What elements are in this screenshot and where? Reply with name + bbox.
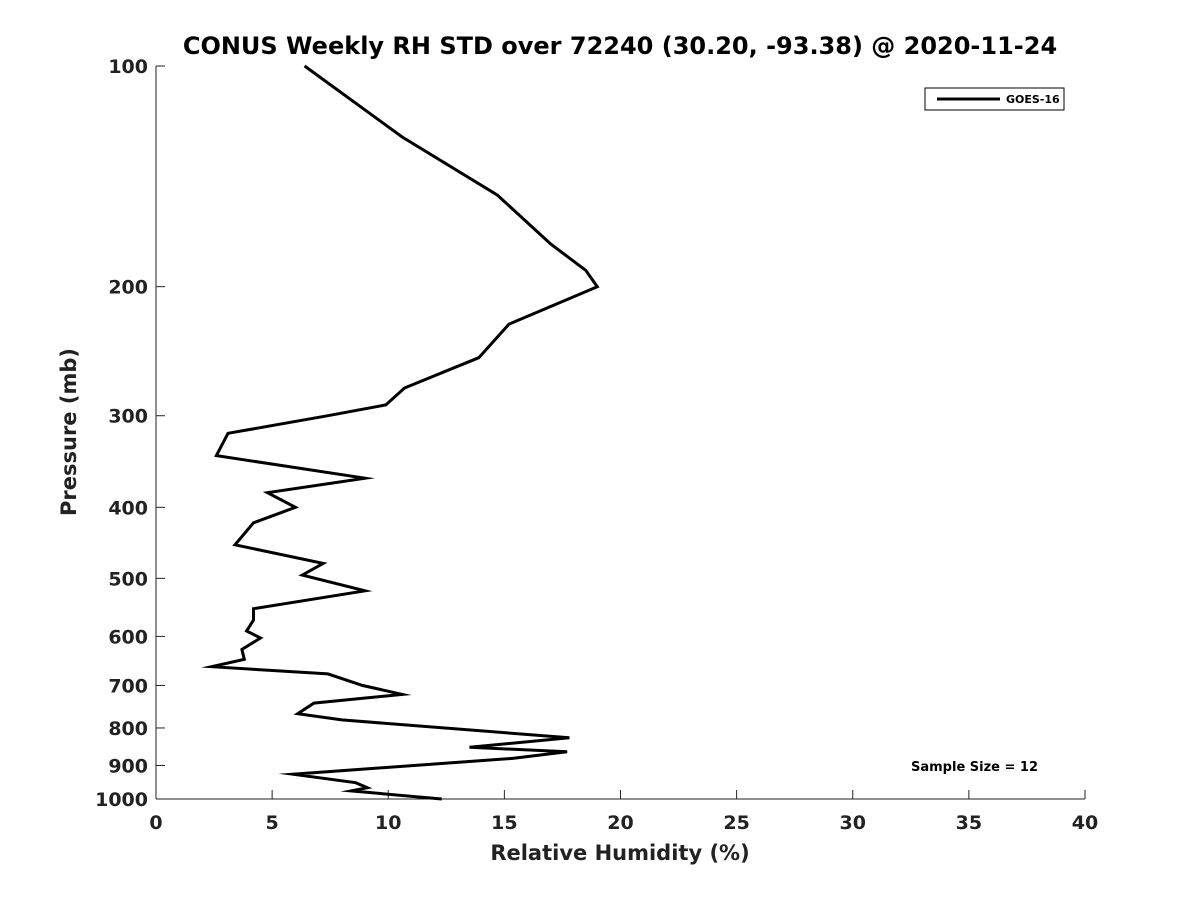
x-tick-label: 20 — [607, 812, 633, 834]
x-tick-label: 30 — [840, 812, 866, 834]
y-tick-label: 500 — [108, 568, 148, 590]
y-axis-label: Pressure (mb) — [57, 348, 81, 516]
sample-size-annotation: Sample Size = 12 — [911, 760, 1038, 775]
y-tick-label: 1000 — [95, 789, 148, 811]
x-tick-label: 15 — [491, 812, 517, 834]
x-tick-label: 5 — [266, 812, 279, 834]
y-tick-label: 400 — [108, 497, 148, 519]
y-tick-label: 900 — [108, 755, 148, 777]
chart-title: CONUS Weekly RH STD over 72240 (30.20, -… — [183, 32, 1057, 60]
x-tick-label: 10 — [375, 812, 401, 834]
y-tick-label: 700 — [108, 675, 148, 697]
y-tick-label: 600 — [108, 626, 148, 648]
y-tick-label: 800 — [108, 718, 148, 740]
y-tick-label: 100 — [108, 56, 148, 78]
series-line-goes-16 — [201, 64, 600, 801]
x-tick-label: 40 — [1072, 812, 1098, 834]
y-tick-label: 200 — [108, 277, 148, 299]
y-tick-label: 300 — [108, 406, 148, 428]
legend: GOES-16 — [924, 87, 1065, 111]
x-tick-label: 25 — [723, 812, 749, 834]
legend-label: GOES-16 — [1006, 93, 1060, 106]
plot-area: 0 5 10 15 20 25 30 35 40 100 200 300 400 500 600 700 800… — [95, 56, 1098, 834]
x-tick-label: 35 — [956, 812, 982, 834]
x-axis-label: Relative Humidity (%) — [490, 841, 749, 865]
x-tick-label: 0 — [149, 812, 162, 834]
